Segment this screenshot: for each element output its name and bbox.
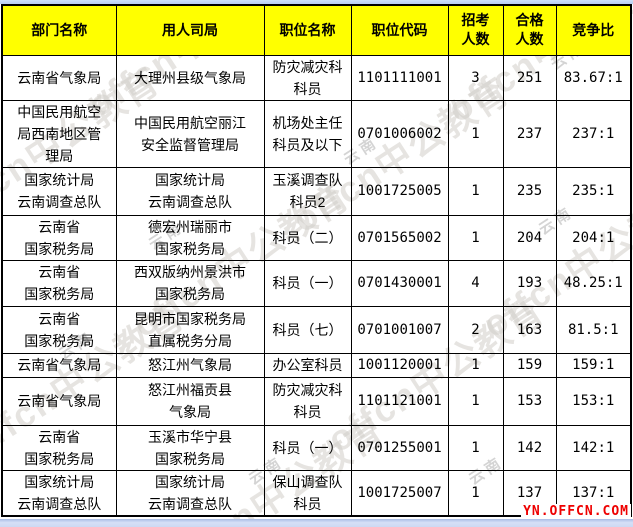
cell-dept: 国家统计局 云南调查总队	[1, 166, 117, 216]
cell-recruits: 1	[447, 376, 504, 426]
cell-position: 机场处主任 科员及以下	[263, 99, 352, 168]
table-row: 云南省 国家税务局 西双版纳州景洪市 国家税务局 科员（一） 070143000…	[1, 259, 632, 307]
header-cell-position: 职位名称	[263, 4, 352, 56]
cell-qualified: 142	[502, 424, 557, 471]
cell-ratio: 81.5:1	[555, 305, 632, 354]
cell-dept: 云南省气象局	[1, 352, 117, 378]
cell-code: 0701006002	[350, 99, 449, 168]
header-cell-bureau: 用人司局	[115, 4, 265, 56]
cell-recruits: 1	[447, 352, 504, 378]
cell-code: 0701565002	[350, 214, 449, 261]
cell-ratio: 142:1	[555, 424, 632, 471]
recruitment-stats-table: 部门名称 用人司局 职位名称 职位代码 招考 人数 合格 人数 竞争比 云南省气…	[1, 4, 632, 517]
table-row: 云南省 国家税务局 昆明市国家税务局 直属税务分局 科员（七） 07010010…	[1, 305, 632, 354]
cell-position: 防灾减灾科 科员	[263, 54, 352, 101]
cell-code: 1101111001	[350, 54, 449, 101]
cell-code: 0701430001	[350, 259, 449, 307]
cell-recruits: 1	[447, 214, 504, 261]
cell-qualified: 251	[502, 54, 557, 101]
site-url-label: YN.OFFCN.COM	[521, 504, 631, 519]
table-row: 云南省 国家税务局 德宏州瑞丽市 国家税务局 科员（二） 0701565002 …	[1, 214, 632, 261]
table-header-row: 部门名称 用人司局 职位名称 职位代码 招考 人数 合格 人数 竞争比	[1, 4, 632, 56]
cell-code: 1001120001	[350, 352, 449, 378]
cell-position: 科员（一）	[263, 259, 352, 307]
cell-ratio: 204:1	[555, 214, 632, 261]
cell-bureau: 国家统计局 云南调查总队	[115, 469, 265, 516]
cell-dept: 云南省 国家税务局	[1, 214, 117, 261]
table-row: 云南省气象局 怒江州气象局 办公室科员 1001120001 1 159 159…	[1, 352, 632, 378]
cell-dept: 云南省 国家税务局	[1, 259, 117, 307]
cell-qualified: 237	[502, 99, 557, 168]
cell-ratio: 153:1	[555, 376, 632, 426]
cell-bureau: 怒江州气象局	[115, 352, 265, 378]
cell-code: 1001725005	[350, 166, 449, 216]
cell-code: 1001725007	[350, 469, 449, 516]
cell-bureau: 国家统计局 云南调查总队	[115, 166, 265, 216]
cell-recruits: 2	[447, 305, 504, 354]
header-cell-qualified: 合格 人数	[502, 4, 557, 56]
table-row: 云南省气象局 大理州县级气象局 防灾减灾科 科员 1101111001 3 25…	[1, 54, 632, 101]
cell-qualified: 153	[502, 376, 557, 426]
cell-recruits: 1	[447, 469, 504, 516]
cell-position: 防灾减灾科 科员	[263, 376, 352, 426]
cell-dept: 云南省气象局	[1, 376, 117, 426]
table-row: 云南省气象局 怒江州福贡县 气象局 防灾减灾科 科员 1101121001 1 …	[1, 376, 632, 426]
cell-position: 科员（一）	[263, 424, 352, 471]
cell-position: 科员（七）	[263, 305, 352, 354]
cell-code: 0701255001	[350, 424, 449, 471]
cell-bureau: 昆明市国家税务局 直属税务分局	[115, 305, 265, 354]
cell-recruits: 1	[447, 166, 504, 216]
cell-code: 0701001007	[350, 305, 449, 354]
cell-ratio: 159:1	[555, 352, 632, 378]
table-row: 中国民用航空 局西南地区管 理局 中国民用航空丽江 安全监督管理局 机场处主任 …	[1, 99, 632, 168]
cell-code: 1101121001	[350, 376, 449, 426]
cell-ratio: 83.67:1	[555, 54, 632, 101]
cell-qualified: 163	[502, 305, 557, 354]
cell-qualified: 204	[502, 214, 557, 261]
cell-bureau: 玉溪市华宁县 国家税务局	[115, 424, 265, 471]
header-cell-dept: 部门名称	[1, 4, 117, 56]
header-cell-recruits: 招考 人数	[447, 4, 504, 56]
header-cell-ratio: 竞争比	[555, 4, 632, 56]
cell-ratio: 237:1	[555, 99, 632, 168]
cell-position: 保山调查队 科员	[263, 469, 352, 516]
header-cell-code: 职位代码	[350, 4, 449, 56]
cell-position: 科员（二）	[263, 214, 352, 261]
cell-qualified: 193	[502, 259, 557, 307]
cell-qualified: 159	[502, 352, 557, 378]
cell-recruits: 4	[447, 259, 504, 307]
cell-position: 玉溪调查队 科员2	[263, 166, 352, 216]
top-edge-bar	[0, 0, 633, 4]
cell-recruits: 1	[447, 99, 504, 168]
cell-ratio: 235:1	[555, 166, 632, 216]
cell-dept: 国家统计局 云南调查总队	[1, 469, 117, 516]
cell-bureau: 德宏州瑞丽市 国家税务局	[115, 214, 265, 261]
cell-dept: 云南省气象局	[1, 54, 117, 101]
cell-dept: 云南省 国家税务局	[1, 305, 117, 354]
cell-recruits: 1	[447, 424, 504, 471]
bottom-edge-bar	[0, 519, 633, 527]
cell-bureau: 大理州县级气象局	[115, 54, 265, 101]
cell-bureau: 西双版纳州景洪市 国家税务局	[115, 259, 265, 307]
cell-dept: 中国民用航空 局西南地区管 理局	[1, 99, 117, 168]
cell-qualified: 235	[502, 166, 557, 216]
cell-dept: 云南省 国家税务局	[1, 424, 117, 471]
cell-position: 办公室科员	[263, 352, 352, 378]
cell-ratio: 48.25:1	[555, 259, 632, 307]
table-row: 国家统计局 云南调查总队 国家统计局 云南调查总队 玉溪调查队 科员2 1001…	[1, 166, 632, 216]
table-row: 云南省 国家税务局 玉溪市华宁县 国家税务局 科员（一） 0701255001 …	[1, 424, 632, 471]
cell-bureau: 中国民用航空丽江 安全监督管理局	[115, 99, 265, 168]
cell-recruits: 3	[447, 54, 504, 101]
cell-bureau: 怒江州福贡县 气象局	[115, 376, 265, 426]
